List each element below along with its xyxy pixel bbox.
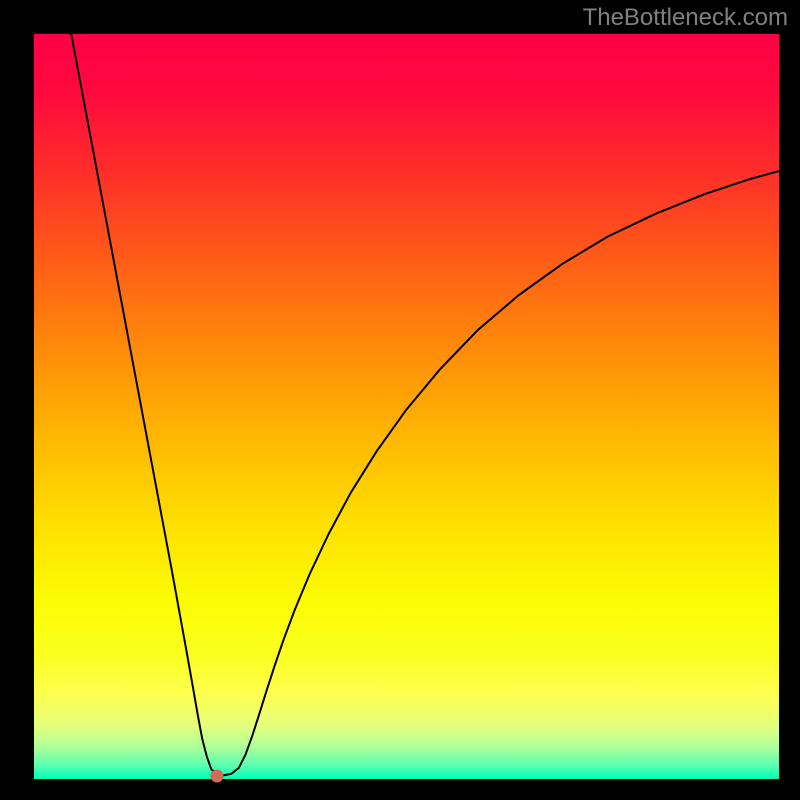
optimal-point-marker [210,770,223,783]
figure-container: TheBottleneck.com [0,0,800,800]
bottleneck-curve [34,34,779,779]
watermark-text: TheBottleneck.com [583,4,788,32]
plot-area [34,34,779,779]
curve-path [71,34,779,776]
